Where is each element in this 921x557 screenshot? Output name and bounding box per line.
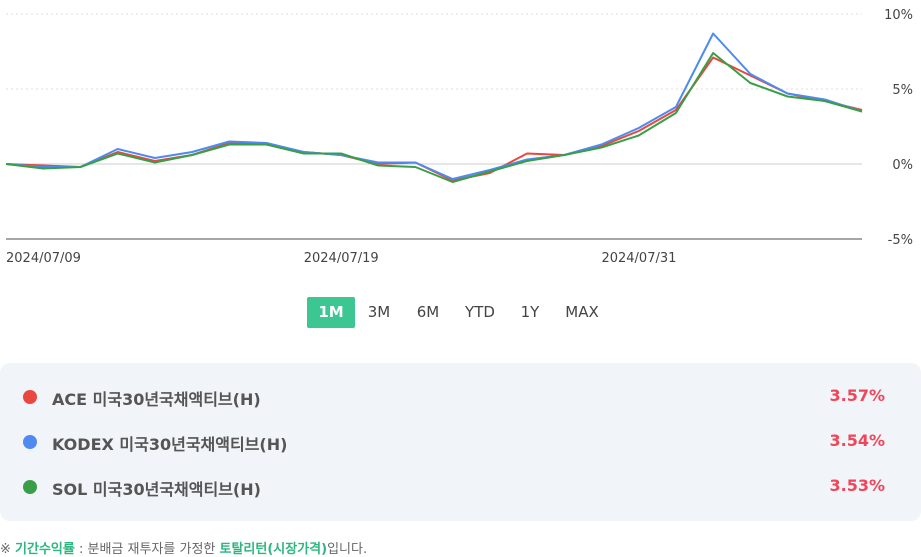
legend-name: KODEX 미국30년국채액티브(H) (52, 435, 288, 454)
y-tick-label: 0% (892, 158, 913, 173)
period-button[interactable]: 3M (367, 303, 391, 321)
legend-dot (23, 390, 37, 404)
legend-return: 3.53% (829, 476, 885, 495)
footnote: ※ 기간수익률 : 분배금 재투자를 가정한 토탈리턴(시장가격)입니다. (0, 538, 367, 557)
footnote-text: : 분배금 재투자를 가정한 (74, 542, 220, 557)
x-tick-label: 2024/07/19 (304, 251, 379, 266)
legend-return: 3.57% (829, 386, 885, 405)
x-tick-label: 2024/07/31 (601, 251, 676, 266)
y-tick-label: -5% (888, 233, 913, 248)
period-button[interactable]: 1Y (520, 303, 540, 321)
footnote-term: 기간수익률 (15, 542, 75, 557)
legend-dot (23, 435, 37, 449)
footnote-term: 토탈리턴(시장가격) (219, 542, 328, 557)
legend-row: SOL 미국30년국채액티브(H) 3.53% (0, 475, 921, 499)
series-line (5, 32, 863, 180)
series-line (5, 52, 863, 183)
legend-return: 3.54% (829, 431, 885, 450)
legend-row: KODEX 미국30년국채액티브(H) 3.54% (0, 430, 921, 454)
legend-dot (23, 480, 37, 494)
y-tick-label: 10% (884, 8, 913, 23)
series-line (5, 56, 863, 182)
legend-panel: ACE 미국30년국채액티브(H) 3.57% KODEX 미국30년국채액티브(H… (0, 363, 921, 521)
legend-name: SOL 미국30년국채액티브(H) (52, 480, 261, 499)
period-button[interactable]: MAX (565, 303, 599, 321)
footnote-symbol: ※ (0, 542, 11, 557)
period-button[interactable]: YTD (465, 303, 495, 321)
legend-row: ACE 미국30년국채액티브(H) 3.57% (0, 385, 921, 409)
legend-name: ACE 미국30년국채액티브(H) (52, 390, 261, 409)
y-tick-label: 5% (892, 83, 913, 98)
period-button[interactable]: 6M (416, 303, 440, 321)
chart: -5% 0% 5% 10% 2024/07/09 2024/07/19 2024/07/31 (5, 8, 913, 266)
x-tick-label: 2024/07/09 (6, 251, 81, 266)
footnote-text: 입니다. (327, 542, 368, 557)
period-selector: 1M 3M 6M YTD 1Y MAX (0, 297, 921, 329)
period-button[interactable]: 1M (307, 297, 355, 328)
